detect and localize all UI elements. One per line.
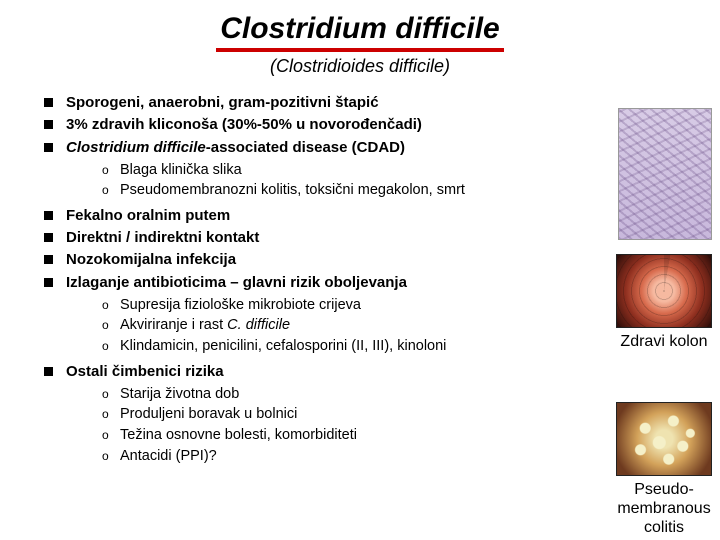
side-image-microscopy bbox=[618, 108, 712, 240]
sub-item: Pseudomembranozni kolitis, toksični mega… bbox=[102, 181, 588, 201]
caption-line: colitis bbox=[644, 519, 684, 536]
colon-healthy-image bbox=[616, 254, 712, 328]
sub-item: Akviriranje i rast C. difficile bbox=[102, 316, 588, 336]
sub-italic: C. difficile bbox=[227, 317, 290, 333]
bullet-text: Izlaganje antibioticima – glavni rizik o… bbox=[66, 274, 407, 291]
bullet-item: Ostali čimbenici rizika Starija životna … bbox=[44, 362, 588, 467]
bullet-item: Sporogeni, anaerobni, gram-pozitivni šta… bbox=[44, 93, 588, 113]
bullet-item: Clostridium difficile-associated disease… bbox=[44, 138, 588, 201]
caption-line: Pseudo- bbox=[634, 481, 694, 498]
bullet-item: Direktni / indirektni kontakt bbox=[44, 228, 588, 248]
image-caption: Pseudo- membranous colitis bbox=[616, 480, 712, 538]
sub-item: Težina osnovne bolesti, komorbiditeti bbox=[102, 426, 588, 446]
sub-item: Blaga klinička slika bbox=[102, 161, 588, 181]
sub-item: Antacidi (PPI)? bbox=[102, 447, 588, 467]
image-caption: Zdravi kolon bbox=[616, 332, 712, 351]
content-column: Sporogeni, anaerobni, gram-pozitivni šta… bbox=[0, 77, 598, 466]
bullet-item: Nozokomijalna infekcija bbox=[44, 250, 588, 270]
sub-text: Akviriranje i rast bbox=[120, 317, 227, 333]
bullet-item: 3% zdravih kliconoša (30%-50% u novorođe… bbox=[44, 115, 588, 135]
sub-item: Klindamicin, penicilini, cefalosporini (… bbox=[102, 337, 588, 357]
microscopy-image bbox=[618, 108, 712, 240]
bullet-italic: Clostridium difficile bbox=[66, 139, 206, 156]
side-image-pmc: Pseudo- membranous colitis bbox=[616, 402, 712, 538]
side-image-healthy-colon: Zdravi kolon bbox=[616, 254, 712, 351]
caption-line: membranous bbox=[617, 500, 710, 517]
page-title: Clostridium difficile bbox=[216, 12, 503, 52]
bullet-text: Ostali čimbenici rizika bbox=[66, 363, 224, 380]
sub-item: Supresija fiziološke mikrobiote crijeva bbox=[102, 296, 588, 316]
sub-item: Starija životna dob bbox=[102, 385, 588, 405]
bullet-text: -associated disease (CDAD) bbox=[206, 139, 405, 156]
bullet-item: Izlaganje antibioticima – glavni rizik o… bbox=[44, 273, 588, 357]
page-subtitle: (Clostridioides difficile) bbox=[0, 56, 720, 77]
colon-pmc-image bbox=[616, 402, 712, 476]
sub-item: Produljeni boravak u bolnici bbox=[102, 405, 588, 425]
bullet-item: Fekalno oralnim putem bbox=[44, 206, 588, 226]
